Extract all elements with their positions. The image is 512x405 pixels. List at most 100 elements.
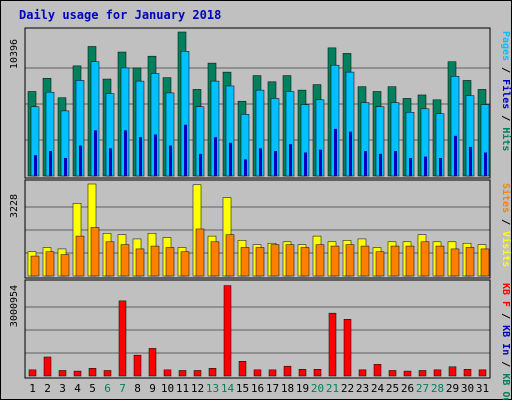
bar-kbytes-30 xyxy=(463,369,472,377)
day-label-26: 26 xyxy=(401,382,414,395)
legend-part: Visits xyxy=(500,231,512,267)
bar-pages-4 xyxy=(79,145,82,176)
bar-kbytes-7 xyxy=(118,300,127,377)
bar-sites-2 xyxy=(45,251,55,277)
day-label-24: 24 xyxy=(371,382,385,395)
bar-pages-19 xyxy=(304,152,307,176)
day-label-23: 23 xyxy=(356,382,369,395)
bar-sites-29 xyxy=(450,248,460,277)
day-label-1: 1 xyxy=(29,382,36,395)
panel-kbytes: 3000954 KB F / KB In / KB Out xyxy=(9,279,511,405)
legend-part: Files xyxy=(500,79,512,109)
day-label-17: 17 xyxy=(266,382,279,395)
legend-part: / xyxy=(500,355,511,373)
bar-sites-26 xyxy=(405,245,415,277)
day-label-6: 6 xyxy=(104,382,111,395)
day-label-5: 5 xyxy=(89,382,96,395)
bar-kbytes-23 xyxy=(358,369,367,377)
day-label-22: 22 xyxy=(341,382,354,395)
bar-kbytes-10 xyxy=(163,369,172,377)
bar-sites-17 xyxy=(270,244,280,277)
bar-sites-31 xyxy=(480,248,490,277)
bar-sites-27 xyxy=(420,241,430,277)
bar-pages-17 xyxy=(274,151,277,176)
bar-kbytes-25 xyxy=(388,370,397,377)
bar-kbytes-14 xyxy=(223,285,232,377)
day-label-28: 28 xyxy=(431,382,444,395)
legend-part: Pages xyxy=(500,31,511,61)
bar-kbytes-31 xyxy=(478,369,487,377)
day-label-29: 29 xyxy=(446,382,459,395)
bar-pages-13 xyxy=(214,137,217,176)
bar-pages-6 xyxy=(109,148,112,176)
day-label-19: 19 xyxy=(296,382,309,395)
bar-sites-8 xyxy=(135,248,145,277)
day-label-31: 31 xyxy=(476,382,489,395)
bar-pages-31 xyxy=(484,152,487,176)
bar-kbytes-18 xyxy=(283,365,292,377)
bar-pages-18 xyxy=(289,144,292,176)
bar-sites-11 xyxy=(180,251,190,277)
bar-kbytes-15 xyxy=(238,361,247,377)
legend-part: Sites xyxy=(500,183,512,213)
panel-visits: 3228 Sites / Visits xyxy=(9,179,512,279)
panel-max-label-visits: 3228 xyxy=(9,194,20,218)
day-label-11: 11 xyxy=(176,382,189,395)
day-label-14: 14 xyxy=(221,382,235,395)
bar-sites-10 xyxy=(165,247,175,277)
day-label-30: 30 xyxy=(461,382,474,395)
bar-sites-24 xyxy=(375,251,385,277)
day-label-20: 20 xyxy=(311,382,324,395)
day-label-10: 10 xyxy=(161,382,174,395)
bar-sites-20 xyxy=(315,244,325,277)
bar-kbytes-4 xyxy=(73,370,82,377)
day-label-21: 21 xyxy=(326,382,339,395)
bar-kbytes-28 xyxy=(433,369,442,377)
legend-part: KB F xyxy=(500,283,511,307)
panel-hits: 10396 Pages / Files / Hits xyxy=(9,27,512,179)
bar-pages-15 xyxy=(244,159,247,176)
bar-kbytes-27 xyxy=(418,370,427,377)
bar-sites-9 xyxy=(150,245,160,277)
chart-title: Daily usage for January 2018 xyxy=(19,8,221,22)
legend-part: / xyxy=(500,307,511,325)
legend-part: KB Out xyxy=(500,373,511,400)
legend-part: / xyxy=(500,213,511,231)
day-label-15: 15 xyxy=(236,382,249,395)
bar-kbytes-9 xyxy=(148,348,157,377)
bar-kbytes-26 xyxy=(403,370,412,377)
bar-pages-27 xyxy=(424,156,427,176)
day-label-12: 12 xyxy=(191,382,204,395)
bar-kbytes-3 xyxy=(58,370,67,377)
bar-sites-5 xyxy=(90,227,100,277)
day-label-16: 16 xyxy=(251,382,264,395)
bar-pages-21 xyxy=(334,128,337,176)
bar-pages-14 xyxy=(229,142,232,176)
bar-kbytes-16 xyxy=(253,369,262,377)
bar-kbytes-24 xyxy=(373,364,382,377)
bar-sites-7 xyxy=(120,244,130,277)
bar-kbytes-1 xyxy=(28,369,37,377)
bar-pages-3 xyxy=(64,157,67,176)
bar-kbytes-13 xyxy=(208,368,217,377)
bar-kbytes-22 xyxy=(343,319,352,377)
day-label-9: 9 xyxy=(149,382,156,395)
day-label-13: 13 xyxy=(206,382,219,395)
day-label-18: 18 xyxy=(281,382,294,395)
bar-sites-25 xyxy=(390,245,400,277)
bar-kbytes-5 xyxy=(88,368,97,377)
bar-pages-29 xyxy=(454,135,457,176)
bar-pages-20 xyxy=(319,149,322,176)
bar-pages-24 xyxy=(379,153,382,176)
bar-sites-30 xyxy=(465,247,475,277)
bar-pages-7 xyxy=(124,130,127,176)
bar-kbytes-12 xyxy=(193,370,202,377)
bar-sites-22 xyxy=(345,244,355,277)
bar-pages-1 xyxy=(34,155,37,176)
legend-part: Hits xyxy=(500,127,512,151)
day-label-3: 3 xyxy=(59,382,66,395)
panel-max-label-hits: 10396 xyxy=(9,39,20,69)
panel-legend-hits: Pages / Files / Hits xyxy=(500,31,512,151)
bar-kbytes-6 xyxy=(103,370,112,377)
